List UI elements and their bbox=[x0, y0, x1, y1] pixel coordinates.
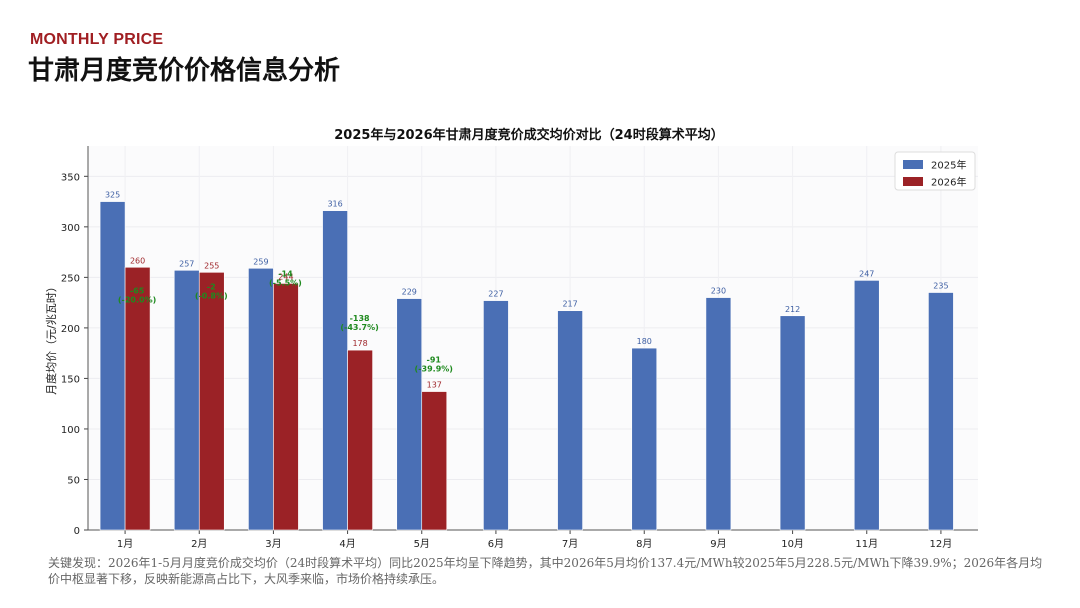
y-tick-label: 150 bbox=[61, 374, 80, 385]
y-tick-label: 50 bbox=[67, 475, 80, 486]
legend-label: 2026年 bbox=[931, 176, 966, 189]
x-tick-label: 8月 bbox=[636, 538, 652, 550]
change-annotation: -65 bbox=[130, 287, 145, 296]
x-tick-label: 1月 bbox=[117, 538, 133, 550]
data-label-2025: 259 bbox=[253, 257, 268, 266]
x-tick-label: 10月 bbox=[781, 538, 804, 550]
bar-2026 bbox=[124, 266, 151, 531]
data-labels: 325 260 257 255 259 244 316 178 229 137 227 217 180 2… bbox=[105, 191, 949, 390]
data-label-2026: 244 bbox=[278, 272, 293, 281]
bar-chart: 2025年与2026年甘肃月度竞价成交均价对比（24时段算术平均） 月度均价（元… bbox=[44, 127, 978, 550]
change-annotation: (-43.7%) bbox=[340, 323, 378, 332]
kicker: MONTHLY PRICE bbox=[30, 31, 164, 48]
bar-2025 bbox=[248, 267, 274, 531]
x-tick-label: 7月 bbox=[562, 538, 578, 550]
y-tick-label: 0 bbox=[74, 526, 80, 537]
x-tick-label: 5月 bbox=[414, 538, 430, 550]
bar-2026 bbox=[421, 391, 448, 531]
x-tick-label: 4月 bbox=[339, 538, 355, 550]
data-label-2025: 212 bbox=[785, 305, 800, 314]
bar-2026 bbox=[347, 349, 373, 531]
bar-2025 bbox=[853, 280, 880, 531]
y-tick-label: 200 bbox=[61, 324, 80, 335]
legend-label: 2025年 bbox=[931, 159, 966, 172]
legend-swatch bbox=[903, 177, 923, 186]
chart-title: 2025年与2026年甘肃月度竞价成交均价对比（24时段算术平均） bbox=[334, 127, 723, 143]
change-annotation: -14 bbox=[278, 269, 293, 278]
bar-2025 bbox=[705, 297, 732, 531]
change-annotation: -2 bbox=[207, 282, 216, 291]
y-tick-label: 350 bbox=[61, 172, 80, 183]
data-label-2026: 260 bbox=[130, 256, 145, 265]
change-annotation: -91 bbox=[427, 355, 442, 364]
chart-container: 2025年与2026年甘肃月度竞价成交均价对比（24时段算术平均） 月度均价（元… bbox=[0, 115, 1080, 555]
bar-2025 bbox=[99, 201, 126, 531]
data-label-2025: 227 bbox=[488, 290, 503, 299]
y-tick-label: 100 bbox=[61, 425, 80, 436]
bar-2025 bbox=[173, 269, 200, 531]
change-annotation: (-5.5%) bbox=[269, 278, 302, 287]
data-label-2025: 316 bbox=[327, 200, 342, 209]
legend: 2025年 2026年 bbox=[894, 151, 976, 191]
x-tick-label: 12月 bbox=[930, 538, 953, 550]
data-label-2026: 137 bbox=[427, 381, 442, 390]
y-tick-label: 300 bbox=[61, 223, 80, 234]
data-label-2026: 178 bbox=[352, 339, 367, 348]
bar-2025 bbox=[483, 300, 509, 531]
x-tick-label: 9月 bbox=[710, 538, 726, 550]
data-label-2025: 235 bbox=[933, 282, 948, 291]
data-label-2025: 180 bbox=[637, 337, 652, 346]
bar-2025 bbox=[322, 210, 348, 531]
page-title: 甘肃月度竞价价格信息分析 bbox=[28, 56, 341, 86]
plot-area bbox=[88, 146, 978, 530]
data-label-2026: 255 bbox=[204, 261, 219, 270]
x-tick-label: 3月 bbox=[265, 538, 281, 550]
bar-2025 bbox=[396, 298, 423, 531]
bars bbox=[99, 201, 954, 531]
bar-2025 bbox=[557, 310, 583, 531]
bar-2025 bbox=[779, 315, 806, 531]
data-label-2025: 217 bbox=[562, 300, 577, 309]
bar-2026 bbox=[273, 283, 299, 531]
axes: 0 50 100 150 200 250 300 350 1月 2月 3月 4月 5月 6月 7月 8月 9月 1… bbox=[61, 146, 978, 550]
x-tick-label: 6月 bbox=[488, 538, 504, 550]
bar-2025 bbox=[631, 347, 658, 531]
change-annotation: (-0.8%) bbox=[195, 291, 228, 300]
x-tick-label: 11月 bbox=[855, 538, 878, 550]
change-annotation: -138 bbox=[350, 314, 370, 323]
change-annotation: (-20.0%) bbox=[118, 296, 156, 305]
data-label-2025: 247 bbox=[859, 269, 874, 278]
y-axis-label: 月度均价（元/兆瓦时） bbox=[44, 281, 58, 395]
change-annotation: (-39.9%) bbox=[415, 364, 453, 373]
data-label-2025: 229 bbox=[402, 288, 417, 297]
bar-2026 bbox=[198, 272, 225, 531]
x-tick-label: 2月 bbox=[191, 538, 207, 550]
y-tick-label: 250 bbox=[61, 273, 80, 284]
legend-swatch bbox=[903, 160, 923, 169]
data-label-2025: 325 bbox=[105, 191, 120, 200]
footnote: 关键发现：2026年1-5月月度竞价成交均价（24时段算术平均）同比2025年均… bbox=[48, 556, 1043, 586]
bar-2025 bbox=[928, 292, 954, 531]
data-label-2025: 257 bbox=[179, 259, 194, 268]
data-label-2025: 230 bbox=[711, 287, 726, 296]
